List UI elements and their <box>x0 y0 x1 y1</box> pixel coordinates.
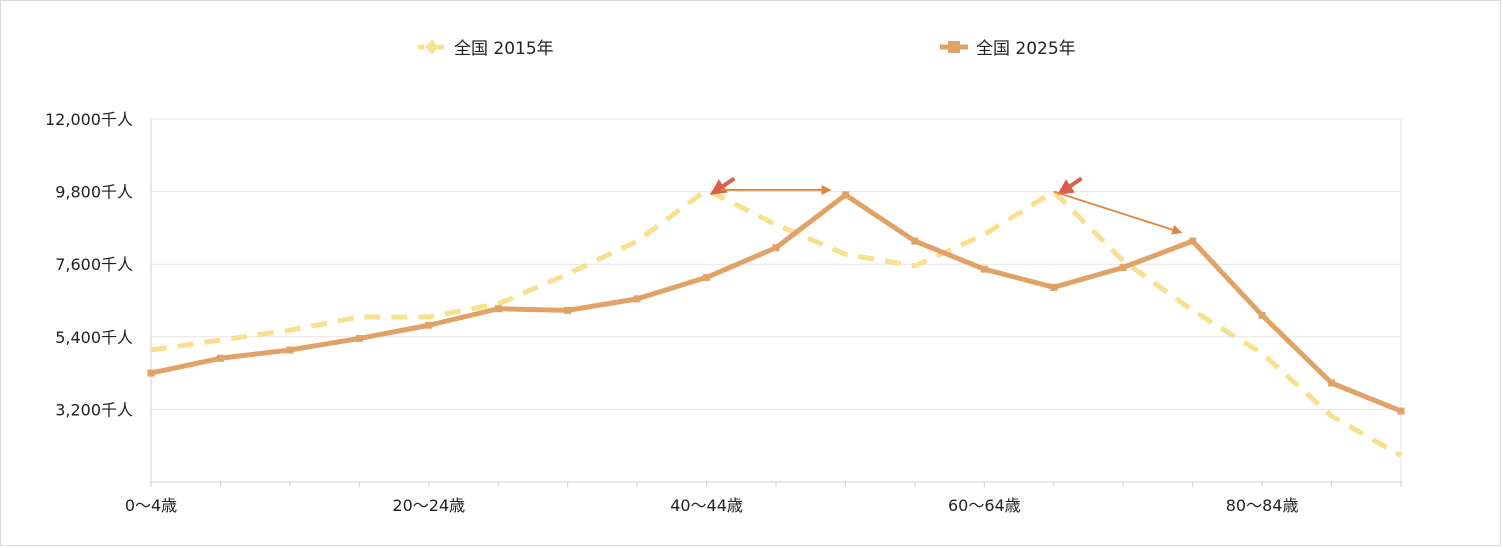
data-point-1 <box>286 346 294 354</box>
data-point-1 <box>147 369 155 377</box>
series <box>147 187 1405 458</box>
y-tick-label: 12,000千人 <box>45 110 133 129</box>
legend-swatch-2015 <box>418 39 446 54</box>
grid <box>151 118 1402 482</box>
annotation-arrow-shaft <box>1053 190 1174 231</box>
legend: 全国 2015年 全国 2025年 <box>0 34 1503 62</box>
y-tick-label: 9,800千人 <box>55 183 133 202</box>
x-tick-label: 20〜24歳 <box>392 496 465 515</box>
legend-item-2025: 全国 2025年 <box>938 34 1076 59</box>
y-tick-label: 5,400千人 <box>55 328 133 347</box>
annotation-arrow-head <box>1171 225 1183 235</box>
series-line-1 <box>150 192 1402 414</box>
series-line-0 <box>150 187 1403 458</box>
x-tick-label: 0〜4歳 <box>125 496 177 515</box>
legend-label-2025: 全国 2025年 <box>976 39 1076 59</box>
x-axis-labels: 0〜4歳 20〜24歳 40〜44歳 60〜64歳 80〜84歳 <box>125 496 1299 515</box>
data-point-1 <box>772 244 780 252</box>
data-point-1 <box>1119 264 1127 271</box>
data-point-1 <box>494 305 502 313</box>
y-tick-label: 7,600千人 <box>55 255 133 274</box>
data-point-1 <box>425 321 433 329</box>
data-point-1 <box>911 237 919 245</box>
data-point-1 <box>1258 311 1266 319</box>
annotation-arrow-shaft <box>722 176 736 188</box>
data-point-1 <box>633 295 641 303</box>
data-point-1 <box>841 191 849 199</box>
data-point-1 <box>1050 283 1058 291</box>
axes <box>150 119 1402 487</box>
data-point-1 <box>355 334 363 342</box>
legend-item-2015: 全国 2015年 <box>416 34 554 59</box>
data-point-1 <box>1328 379 1336 387</box>
annotation-arrow-shaft <box>1069 176 1083 188</box>
data-point-1 <box>980 265 988 273</box>
annotation-arrow-head <box>821 184 832 195</box>
y-axis-labels: 3,200千人 5,400千人 7,600千人 9,800千人 12,000千人 <box>45 110 133 419</box>
x-tick-label: 40〜44歳 <box>670 496 743 515</box>
data-point-1 <box>1397 407 1405 415</box>
x-tick-label: 80〜84歳 <box>1226 496 1299 515</box>
annotation-arrow-head <box>1057 179 1075 195</box>
annotation-arrow-head <box>710 179 728 195</box>
legend-label-2015: 全国 2015年 <box>454 39 554 59</box>
y-tick-label: 3,200千人 <box>55 400 133 419</box>
data-point-1 <box>1189 237 1197 245</box>
data-point-1 <box>564 306 572 314</box>
legend-swatch-2025 <box>940 40 968 53</box>
data-point-1 <box>703 273 711 281</box>
annotations <box>710 176 1183 235</box>
x-tick-label: 60〜64歳 <box>948 496 1021 515</box>
data-point-1 <box>216 354 224 362</box>
